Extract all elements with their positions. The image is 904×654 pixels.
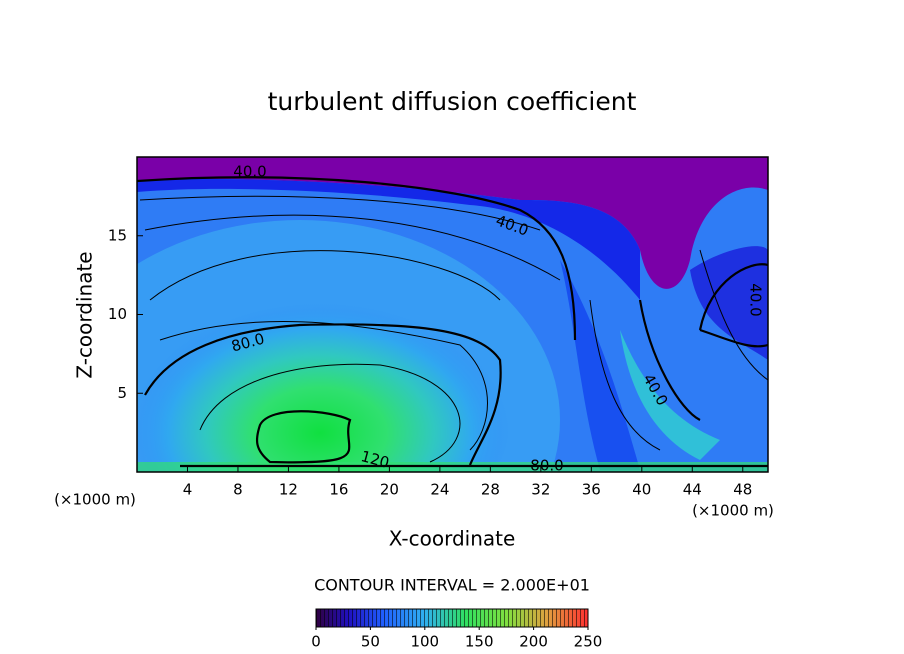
x-axis-label: X-coordinate xyxy=(389,527,516,551)
y-tick-label: 5 xyxy=(117,384,127,402)
x-tick-label: 44 xyxy=(683,481,702,499)
x-unit: (×1000 m) xyxy=(692,502,774,520)
contour-label: 80.0 xyxy=(530,457,563,475)
x-tick-label: 32 xyxy=(531,481,550,499)
field xyxy=(137,157,768,472)
colorbar-tick-label: 0 xyxy=(311,633,321,651)
colorbar-tick-label: 50 xyxy=(361,633,380,651)
chart-title: turbulent diffusion coefficient xyxy=(268,87,637,116)
x-tick-label: 4 xyxy=(183,481,193,499)
colorbar-stripes xyxy=(315,608,589,628)
x-tick-label: 8 xyxy=(233,481,243,499)
y-unit: (×1000 m) xyxy=(54,491,136,509)
y-tick-label: 10 xyxy=(108,305,127,323)
x-tick-label: 48 xyxy=(733,481,752,499)
contour-label: 40.0 xyxy=(233,163,266,181)
y-axis-label: Z-coordinate xyxy=(73,251,97,378)
x-tick-label: 20 xyxy=(380,481,399,499)
y-tick-label: 15 xyxy=(108,226,127,244)
colorbar-tick-label: 250 xyxy=(574,633,603,651)
x-tick-label: 28 xyxy=(481,481,500,499)
x-tick-label: 16 xyxy=(329,481,348,499)
colorbar-tick-label: 100 xyxy=(410,633,439,651)
x-tick-label: 12 xyxy=(279,481,298,499)
x-tick-label: 36 xyxy=(582,481,601,499)
contour-interval: CONTOUR INTERVAL = 2.000E+01 xyxy=(314,576,590,595)
colorbar-tick-label: 150 xyxy=(465,633,494,651)
colorbar-tick-label: 200 xyxy=(519,633,548,651)
contour-label: 40.0 xyxy=(747,283,765,316)
x-tick-label: 24 xyxy=(430,481,449,499)
x-tick-label: 40 xyxy=(632,481,651,499)
